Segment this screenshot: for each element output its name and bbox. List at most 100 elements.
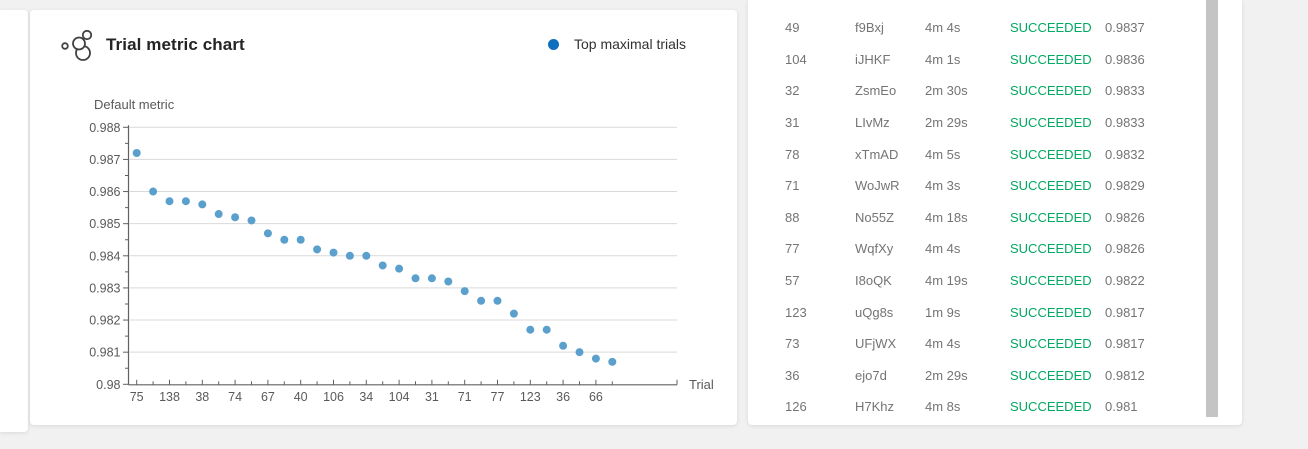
table-row[interactable]: 49 f9Bxj 4m 4s SUCCEEDED 0.9837 bbox=[748, 12, 1204, 44]
table-row[interactable]: 123 uQg8s 1m 9s SUCCEEDED 0.9817 bbox=[748, 296, 1204, 328]
trial-status-badge: SUCCEEDED bbox=[1010, 273, 1092, 289]
trial-metric-cell: 0.9817 bbox=[1105, 304, 1145, 320]
scatter-point bbox=[608, 357, 617, 366]
trial-number-cell: 77 bbox=[785, 241, 800, 257]
x-tick-label: 104 bbox=[389, 390, 410, 404]
x-tick-label: 36 bbox=[556, 390, 570, 404]
trial-duration-cell: 4m 4s bbox=[925, 241, 961, 257]
table-row[interactable]: 32 ZsmEo 2m 30s SUCCEEDED 0.9833 bbox=[748, 75, 1204, 107]
trial-name-cell: WqfXy bbox=[855, 241, 894, 257]
trial-metric-chart-card: Trial metric chart Top maximal trials De… bbox=[30, 10, 737, 425]
table-row[interactable]: 104 iJHKF 4m 1s SUCCEEDED 0.9836 bbox=[748, 44, 1204, 76]
trial-status-badge: SUCCEEDED bbox=[1010, 399, 1092, 415]
trial-status-badge: SUCCEEDED bbox=[1010, 209, 1092, 225]
scatter-point bbox=[165, 197, 174, 206]
trial-status-badge: SUCCEEDED bbox=[1010, 146, 1092, 162]
scatter-point bbox=[411, 274, 420, 283]
table-row[interactable]: 31 LIvMz 2m 29s SUCCEEDED 0.9833 bbox=[748, 107, 1204, 139]
trial-status-badge: SUCCEEDED bbox=[1010, 336, 1092, 352]
trial-status-badge: SUCCEEDED bbox=[1010, 83, 1092, 99]
scatter-point bbox=[132, 149, 141, 157]
trial-duration-cell: 2m 30s bbox=[925, 83, 968, 99]
table-row[interactable]: 126 H7Khz 4m 8s SUCCEEDED 0.981 bbox=[748, 391, 1204, 423]
table-row[interactable]: 57 I8oQK 4m 19s SUCCEEDED 0.9822 bbox=[748, 265, 1204, 297]
trial-status-badge: SUCCEEDED bbox=[1010, 304, 1092, 320]
table-row[interactable]: 77 WqfXy 4m 4s SUCCEEDED 0.9826 bbox=[748, 233, 1204, 265]
trial-status-badge: SUCCEEDED bbox=[1010, 115, 1092, 131]
trial-metric-cell: 0.9812 bbox=[1105, 367, 1145, 383]
chart-data-points bbox=[132, 149, 617, 366]
trials-table: 49 f9Bxj 4m 4s SUCCEEDED 0.9837 104 iJHK… bbox=[748, 0, 1204, 423]
trial-metric-cell: 0.9822 bbox=[1105, 273, 1145, 289]
x-tick-label: 71 bbox=[458, 390, 472, 404]
trial-metric-cell: 0.9837 bbox=[1105, 20, 1145, 36]
trial-status-badge: SUCCEEDED bbox=[1010, 241, 1092, 257]
table-row[interactable]: 36 ejo7d 2m 29s SUCCEEDED 0.9812 bbox=[748, 360, 1204, 392]
y-axis-title: Default metric bbox=[94, 97, 175, 112]
x-tick-label: 66 bbox=[589, 390, 603, 404]
trial-number-cell: 73 bbox=[785, 336, 800, 352]
trial-metric-cell: 0.9826 bbox=[1105, 241, 1145, 257]
table-row[interactable]: 88 No55Z 4m 18s SUCCEEDED 0.9826 bbox=[748, 202, 1204, 234]
y-tick-label: 0.983 bbox=[89, 281, 120, 295]
trial-name-cell: ZsmEo bbox=[855, 83, 897, 99]
scatter-point bbox=[296, 235, 305, 244]
trial-name-cell: xTmAD bbox=[855, 146, 899, 162]
trial-number-cell: 123 bbox=[785, 304, 807, 320]
chart-legend[interactable]: Top maximal trials bbox=[548, 36, 686, 52]
x-tick-label: 75 bbox=[130, 390, 144, 404]
trial-name-cell: ejo7d bbox=[855, 367, 887, 383]
scatter-point bbox=[378, 261, 387, 270]
table-row[interactable]: 71 WoJwR 4m 3s SUCCEEDED 0.9829 bbox=[748, 170, 1204, 202]
trial-name-cell: No55Z bbox=[855, 209, 895, 225]
scatter-point bbox=[493, 296, 502, 305]
x-tick-label: 123 bbox=[520, 390, 541, 404]
y-tick-label: 0.982 bbox=[89, 314, 120, 328]
scatter-point bbox=[280, 235, 289, 244]
trial-duration-cell: 1m 9s bbox=[925, 304, 961, 320]
trial-name-cell: LIvMz bbox=[855, 115, 890, 131]
scatter-point bbox=[509, 309, 518, 318]
trial-status-badge: SUCCEEDED bbox=[1010, 178, 1092, 194]
legend-marker-icon bbox=[548, 38, 559, 50]
chart-title: Trial metric chart bbox=[106, 35, 245, 54]
trial-duration-cell: 4m 8s bbox=[925, 399, 961, 415]
trial-number-cell: 32 bbox=[785, 83, 800, 99]
trial-name-cell: f9Bxj bbox=[855, 20, 884, 36]
y-tick-label: 0.981 bbox=[89, 346, 120, 360]
trial-number-cell: 71 bbox=[785, 178, 800, 194]
scatter-point bbox=[247, 216, 256, 225]
trial-number-cell: 78 bbox=[785, 146, 800, 162]
x-axis-title: Trial bbox=[689, 377, 714, 392]
x-tick-label: 74 bbox=[228, 390, 242, 404]
vertical-scrollbar-thumb[interactable] bbox=[1206, 0, 1218, 417]
trial-duration-cell: 4m 1s bbox=[925, 51, 961, 67]
trial-metric-cell: 0.9829 bbox=[1105, 178, 1145, 194]
trial-metric-cell: 0.9826 bbox=[1105, 209, 1145, 225]
trial-name-cell: UFjWX bbox=[855, 336, 897, 352]
legend-label: Top maximal trials bbox=[574, 36, 687, 52]
scatter-point bbox=[231, 213, 240, 222]
table-row[interactable]: 73 UFjWX 4m 4s SUCCEEDED 0.9817 bbox=[748, 328, 1204, 360]
trial-metric-cell: 0.981 bbox=[1105, 399, 1138, 415]
table-row[interactable]: 78 xTmAD 4m 5s SUCCEEDED 0.9832 bbox=[748, 138, 1204, 170]
trial-number-cell: 49 bbox=[785, 20, 800, 36]
trial-name-cell: I8oQK bbox=[855, 273, 892, 289]
trial-duration-cell: 4m 3s bbox=[925, 178, 961, 194]
trial-duration-cell: 4m 18s bbox=[925, 209, 968, 225]
x-tick-label: 34 bbox=[359, 390, 373, 404]
scatter-point bbox=[444, 277, 453, 286]
chart-axes: 0.9880.9870.9860.9850.9840.9830.9820.981… bbox=[89, 121, 678, 404]
y-tick-label: 0.98 bbox=[96, 378, 120, 392]
trial-number-cell: 88 bbox=[785, 209, 800, 225]
trial-number-cell: 104 bbox=[785, 51, 807, 67]
trial-metric-cell: 0.9832 bbox=[1105, 146, 1145, 162]
y-tick-label: 0.987 bbox=[89, 153, 120, 167]
scatter-point bbox=[575, 348, 584, 357]
y-tick-label: 0.985 bbox=[89, 217, 120, 231]
trial-status-badge: SUCCEEDED bbox=[1010, 367, 1092, 383]
x-tick-label: 106 bbox=[323, 390, 344, 404]
x-tick-label: 31 bbox=[425, 390, 439, 404]
trial-metric-cell: 0.9833 bbox=[1105, 115, 1145, 131]
